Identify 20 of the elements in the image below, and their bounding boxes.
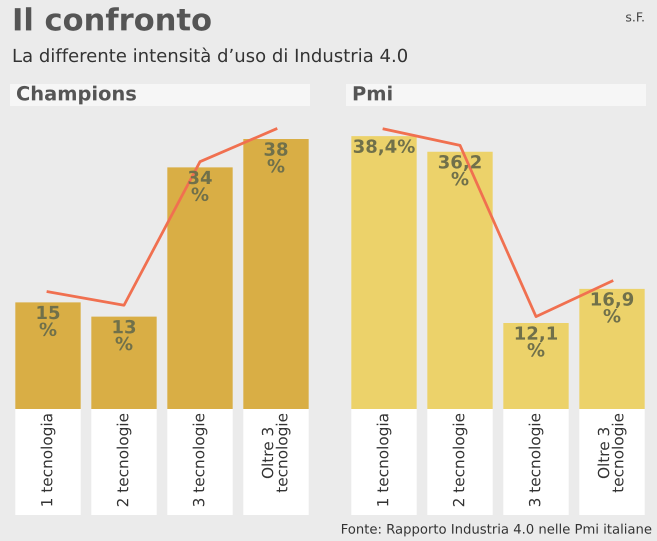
x-tick-label: 2 tecnologie — [452, 414, 468, 506]
x-tick-label: 3 tecnologie — [192, 414, 208, 506]
text: s.F. — [626, 12, 644, 22]
x-tick-label: 1 tecnologia — [376, 414, 392, 506]
data-label: 38,4% — [354, 139, 415, 156]
chart-subtitle: La differente intensità d’uso di Industria 4.0 — [14, 48, 408, 62]
text: Champions — [16, 86, 136, 104]
data-label: 15 % — [37, 306, 60, 336]
text: Pmi — [354, 86, 392, 100]
data-label: 16,9 % — [592, 292, 634, 323]
source-note: Fonte: Rapporto Industria 4.0 nelle Pmi italiane — [342, 524, 652, 536]
data-label: 13 % — [113, 320, 136, 350]
x-tick-label: 1 tecnologia — [40, 414, 56, 506]
x-tick-label: Oltre 3 tecnologie — [262, 414, 290, 492]
data-label: 12,1 % — [516, 326, 558, 357]
x-tick-label: 3 tecnologie — [528, 414, 544, 506]
x-tick-label: 2 tecnologie — [116, 414, 132, 506]
chart-title: Il confronto — [14, 7, 211, 31]
data-label: 38 % — [264, 142, 288, 173]
x-tick-label: Oltre 3 tecnologie — [598, 414, 626, 492]
